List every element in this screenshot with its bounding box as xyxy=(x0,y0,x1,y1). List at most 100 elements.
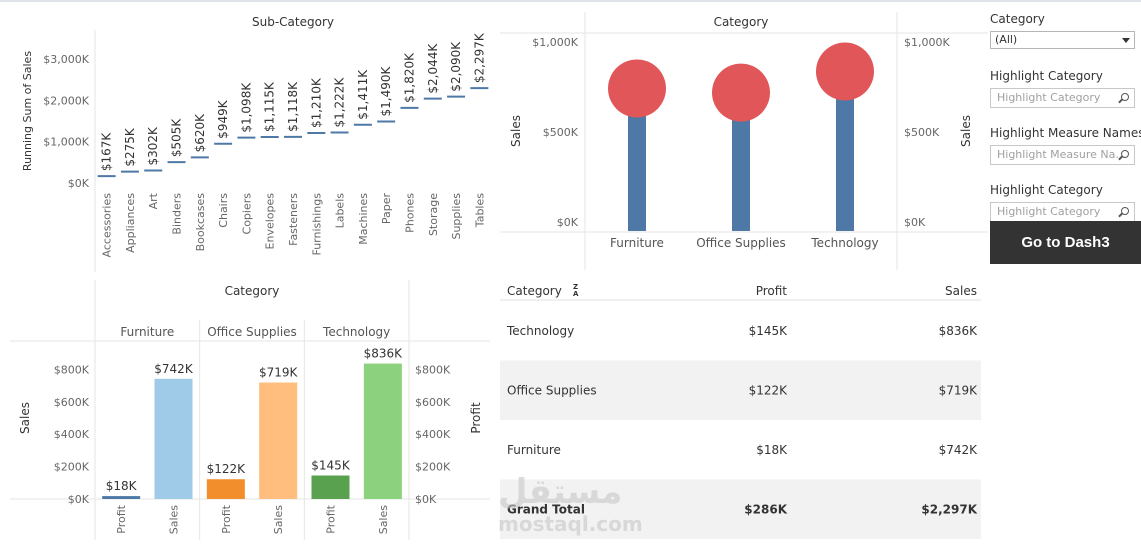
table-row-band xyxy=(500,479,981,539)
chart3-measure-label: Profit xyxy=(220,504,233,533)
chart3-data-label: $18K xyxy=(106,479,138,493)
chart1-y-axis-label: Running Sum of Sales xyxy=(21,51,34,171)
chevron-down-icon[interactable] xyxy=(1122,38,1130,43)
chart3-title: Category xyxy=(225,284,280,298)
chart2-y-tick-label-left: $500K xyxy=(543,126,579,139)
chart1-y-tick-label: $1,000K xyxy=(43,136,89,149)
table-total-cell: $286K xyxy=(744,502,787,516)
chart1-x-tick-label: Art xyxy=(147,192,160,209)
highlight-measure-names-placeholder: Highlight Measure Na... xyxy=(997,148,1126,161)
chart2-y-axis-label-right: Sales xyxy=(959,115,973,147)
chart1-x-tick-label: Chairs xyxy=(217,193,230,228)
chart3-data-label: $836K xyxy=(364,347,404,361)
chart1-x-tick-label: Bookcases xyxy=(194,193,207,252)
watermark-logo: مستقل mostaql.com xyxy=(498,472,648,536)
chart3-measure-label: Sales xyxy=(272,505,285,535)
chart1-x-tick-label: Storage xyxy=(427,193,440,236)
chart1-x-tick-label: Machines xyxy=(357,193,370,245)
chart3-bar xyxy=(363,363,402,499)
chart3-bar xyxy=(259,382,298,499)
chart1-data-label: $1,490K xyxy=(379,65,393,116)
filter-panel: Category (All) Highlight Category Highli… xyxy=(990,12,1141,240)
chart1-data-label: $2,044K xyxy=(426,43,440,94)
go-to-dash3-button[interactable]: Go to Dash3 xyxy=(990,221,1141,264)
chart3-data-label: $742K xyxy=(154,362,194,376)
sort-az-icon: Z xyxy=(573,283,578,291)
filter-label-highlight-category: Highlight Category xyxy=(990,69,1103,83)
chart1-x-tick-label: Fasteners xyxy=(287,193,300,246)
search-icon[interactable] xyxy=(1121,150,1129,158)
chart2-y-tick-label-right: $500K xyxy=(904,126,940,139)
running-sum-chart: Sub-Category Running Sum of Sales $0K $1,00… xyxy=(21,15,489,272)
chart1-y-tick-label: $0K xyxy=(68,177,90,190)
table-total-cell: $2,297K xyxy=(921,502,977,516)
chart1-data-label: $1,098K xyxy=(239,82,253,133)
chart1-x-tick-label: Tables xyxy=(473,193,486,228)
chart1-x-tick-label: Labels xyxy=(334,193,347,229)
chart3-measure-label: Profit xyxy=(115,504,128,533)
filter-label-category: Category xyxy=(990,12,1045,26)
chart3-data-label: $122K xyxy=(207,462,247,476)
highlight-category-input[interactable]: Highlight Category xyxy=(990,88,1135,108)
chart3-y-tick-label-right: $400K xyxy=(415,428,451,441)
chart3-data-label: $719K xyxy=(259,366,299,380)
chart3-bar xyxy=(102,496,141,499)
table-cell: Technology xyxy=(506,324,574,338)
chart2-y-tick-label-left: $0K xyxy=(557,216,579,229)
chart2-y-tick-label-left: $1,000K xyxy=(532,36,578,49)
chart3-bar xyxy=(154,378,193,499)
chart2-title: Category xyxy=(714,15,769,29)
table-header-category: Category xyxy=(507,284,562,298)
chart2-y-tick-label-right: $0K xyxy=(904,216,926,229)
highlight-category-input-2[interactable]: Highlight Category xyxy=(990,202,1135,222)
chart1-data-label: $949K xyxy=(216,99,230,139)
watermark-latin: mostaql.com xyxy=(498,512,643,536)
chart1-x-tick-label: Envelopes xyxy=(264,193,277,250)
filter-label-highlight-category-2: Highlight Category xyxy=(990,183,1103,197)
table-cell: $122K xyxy=(749,383,789,397)
highlight-measure-names-input[interactable]: Highlight Measure Na... xyxy=(990,145,1135,165)
chart1-data-label: $505K xyxy=(170,118,184,158)
chart3-group-label: Technology xyxy=(322,325,390,339)
chart2-y-axis-label-left: Sales xyxy=(509,115,523,147)
chart3-group-label: Furniture xyxy=(120,325,174,339)
profit-sales-bar-chart: Category Sales Profit $0K $0K $200K $200K $400K… xyxy=(10,280,490,540)
chart1-y-tick-label: $2,000K xyxy=(43,94,89,107)
chart3-y-axis-label-right: Profit xyxy=(469,402,483,434)
chart3-y-tick-label-left: $400K xyxy=(54,428,90,441)
table-cell: $145K xyxy=(749,324,789,338)
chart1-title: Sub-Category xyxy=(252,15,334,29)
chart1-x-tick-label: Paper xyxy=(380,193,393,225)
chart3-bar xyxy=(206,479,245,499)
chart1-data-label: $1,115K xyxy=(263,81,277,132)
chart1-data-label: $1,118K xyxy=(286,81,300,132)
category-summary-table: Category Profit Sales ZA Technology $145K $836… xyxy=(500,283,981,539)
table-cell: $18K xyxy=(756,443,788,457)
chart3-measure-label: Profit xyxy=(325,504,338,533)
table-header-profit: Profit xyxy=(756,284,788,298)
search-icon[interactable] xyxy=(1121,93,1129,101)
chart2-bar xyxy=(836,71,854,232)
chart1-data-label: $2,297K xyxy=(472,32,486,83)
category-select[interactable]: (All) xyxy=(990,31,1135,49)
chart3-y-tick-label-left: $800K xyxy=(54,363,90,376)
chart2-x-tick-label: Furniture xyxy=(610,236,664,250)
chart3-y-tick-label-left: $200K xyxy=(54,461,90,474)
chart3-group-label: Office Supplies xyxy=(207,325,297,339)
category-select-value: (All) xyxy=(995,33,1018,46)
chart3-y-tick-label-right: $0K xyxy=(415,493,437,506)
chart3-y-tick-label-left: $0K xyxy=(68,493,90,506)
table-cell: $719K xyxy=(939,383,979,397)
chart1-x-tick-label: Accessories xyxy=(101,193,114,258)
chart1-x-tick-label: Phones xyxy=(403,193,416,233)
table-total-cell: Grand Total xyxy=(507,502,585,516)
chart2-x-tick-label: Technology xyxy=(810,236,878,250)
chart3-bar xyxy=(311,475,350,499)
search-icon[interactable] xyxy=(1121,207,1129,215)
chart2-x-tick-label: Office Supplies xyxy=(696,236,786,250)
chart1-data-label: $275K xyxy=(123,127,137,167)
chart1-x-tick-label: Copiers xyxy=(240,193,253,235)
chart2-bar xyxy=(732,92,750,231)
category-lollipop-chart: Category Sales Sales $0K $0K $500K $500K $1,000… xyxy=(500,12,988,270)
chart1-x-tick-label: Supplies xyxy=(450,193,463,240)
